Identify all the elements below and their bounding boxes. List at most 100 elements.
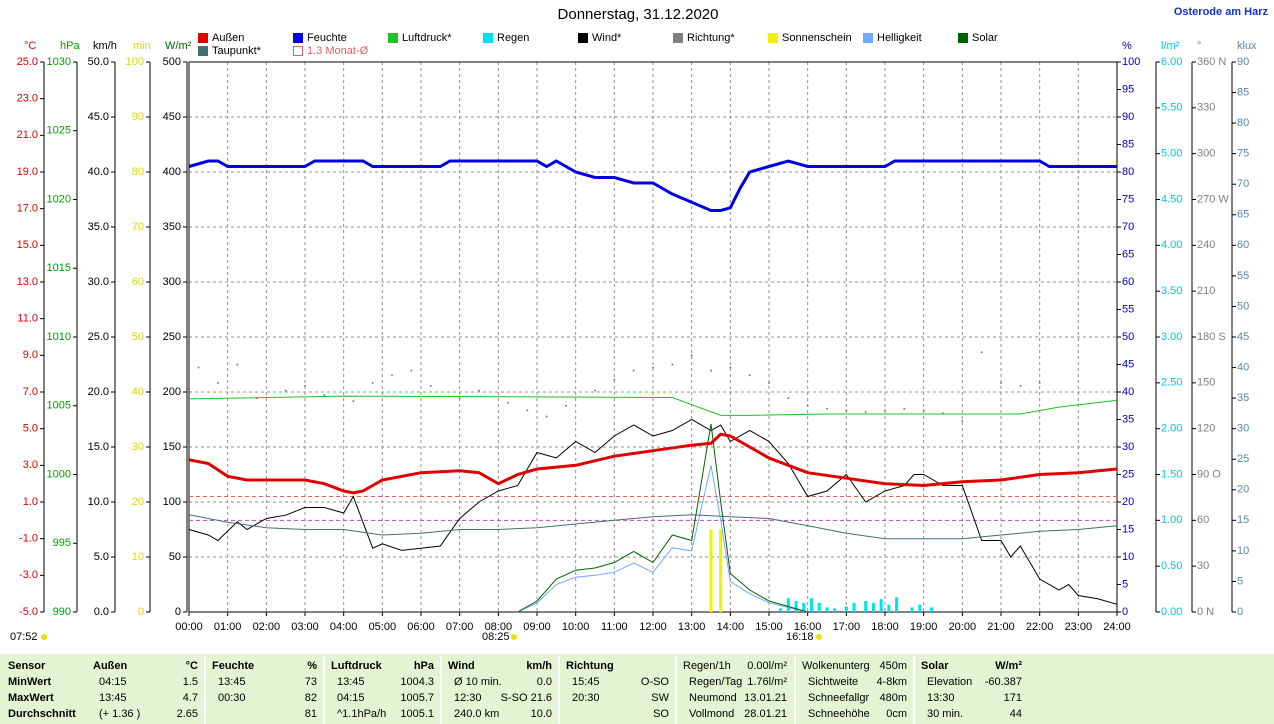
y-tick-label: 5.0 [94,551,109,563]
table-cell: 0.00l/m² [747,660,787,672]
y-tick-label: 45 [1122,358,1134,370]
y-tick-label: 45 [1237,331,1249,343]
series-line [188,514,1118,540]
x-tick-label: 11:00 [601,621,628,633]
y-tick-label: 30 [1122,441,1134,453]
axis-unit: °C [24,40,36,52]
table-cell: 171 [1004,692,1022,704]
table-cell: 1005.7 [400,692,434,704]
y-tick-label: 40 [1237,361,1249,373]
y-tick-label: 1005 [47,400,71,412]
series-line [188,159,1117,212]
table-cell: Elevation [927,676,972,688]
axis-unit: klux [1237,40,1257,52]
bar [844,606,848,612]
y-tick-label: 60 [1122,276,1134,288]
y-tick-label: 100 [126,56,144,68]
bar [929,607,933,612]
table-cell: -60.387 [985,676,1022,688]
legend-label: 1.3 Monat-Ø [307,45,369,57]
x-tick-label: 02:00 [253,621,281,633]
dot [961,420,964,423]
chart-title: Donnerstag, 31.12.2020 [558,6,719,23]
y-tick-label: 60 [1197,514,1209,526]
table-cell: 0cm [886,708,907,720]
y-tick-label: 50 [1122,331,1134,343]
y-tick-label: 0 [1122,606,1128,618]
table-cell: Regen/Tag [689,676,742,688]
table-cell: 81 [305,708,317,720]
bar [802,602,806,612]
x-tick-label: 22:00 [1026,621,1054,633]
x-tick-label: 13:00 [678,621,706,633]
table-cell: 00:30 [218,692,246,704]
series-line [188,432,1118,495]
table-cell: 0.0 [537,676,552,688]
y-tick-label: 0.50 [1161,560,1182,572]
y-tick-label: 21.0 [17,129,38,141]
y-tick-label: 50 [169,551,181,563]
table-cell: 13:45 [337,676,365,688]
y-tick-label: 35 [1237,392,1249,404]
table-cell: 2.65 [177,708,198,720]
table-cell: 20:30 [572,692,600,704]
dot [1019,384,1022,387]
table-background [0,654,1274,724]
dot [458,397,461,400]
bar [887,604,891,612]
dot [352,400,355,403]
table-cell: Neumond [689,692,737,704]
table-cell: 13:30 [927,692,955,704]
y-tick-label: 4.50 [1161,193,1182,205]
legend-swatch [958,33,968,43]
table-cell: 13:45 [99,692,127,704]
y-tick-label: 500 [163,56,181,68]
y-tick-label: 1015 [47,262,71,274]
y-tick-label: 150 [163,441,181,453]
table-cell: S-SO 21.6 [501,692,552,704]
y-tick-label: 65 [1237,209,1249,221]
y-tick-label: 60 [132,276,144,288]
y-tick-label: 1020 [47,193,71,205]
bar [794,601,798,612]
table-cell: Außen [93,660,128,672]
y-tick-label: 0 N [1197,606,1214,618]
x-tick-label: 00:00 [175,621,203,633]
y-tick-label: 180 S [1197,331,1226,343]
table-cell: O-SO [641,676,670,688]
dot [845,409,848,412]
y-tick-label: 80 [1237,117,1249,129]
legend-swatch [198,33,208,43]
y-tick-label: 1010 [47,331,71,343]
annotation: 16:18 [786,631,814,643]
legend-swatch [863,33,873,43]
legend-label: Außen [212,32,244,44]
x-tick-label: 19:00 [910,621,938,633]
y-tick-label: 15 [1237,514,1249,526]
sun-icon [511,634,517,640]
y-tick-label: 25.0 [88,331,109,343]
bar [786,598,790,612]
legend-label: Regen [497,32,529,44]
y-tick-label: 90 O [1197,468,1221,480]
table-cell: Sichtweite [808,676,858,688]
y-tick-label: 15.0 [17,239,38,251]
dot [526,409,529,412]
y-tick-label: 35 [1122,413,1134,425]
table-cell: 04:15 [337,692,365,704]
dot [304,384,306,387]
table-cell: ^1.1hPa/h [337,708,386,720]
dot [323,394,326,397]
y-tick-label: 1030 [47,56,71,68]
dot [594,389,596,392]
dot [942,412,944,415]
dot [826,407,828,410]
y-tick-label: 20 [1237,484,1249,496]
table-cell: 4-8km [876,676,907,688]
y-tick-label: 65 [1122,248,1134,260]
bar [871,602,875,612]
legend-swatch [578,33,588,43]
table-cell: 450m [879,660,907,672]
legend-label: Richtung* [687,32,735,44]
series-line [188,418,1118,605]
